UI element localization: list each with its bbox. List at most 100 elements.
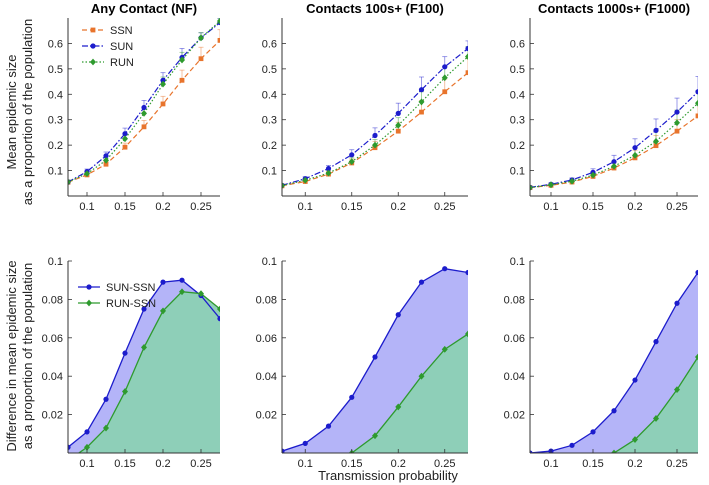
point-sun [141,104,147,111]
x-tick-label: 0.25 [190,458,211,470]
x-tick-label: 0.25 [434,201,455,213]
point-sun [349,152,355,158]
point-sun-ssn [122,350,128,356]
point-sun-ssn [442,266,448,272]
point-sun-ssn [302,440,308,446]
x-tick-label: 0.1 [543,458,558,470]
point-sun-ssn [325,423,332,429]
x-tick-label: 0.15 [114,201,135,213]
point-run-ssn [418,372,425,380]
x-tick-label: 0.25 [666,201,687,213]
panel-contacts-100-difference: 0.1 0.15 0.2 0.25 0.02 0.04 0.06 0.08 0.1 [256,256,468,470]
area-fill-run-ssn [530,357,698,453]
point-run [441,74,448,82]
point-run-ssn [611,449,617,453]
point-run [530,184,533,192]
series-line-run [68,20,220,183]
point-run [198,34,204,42]
plot-area [530,269,698,453]
panel-any-contact-difference: 0.1 0.15 0.2 0.25 0.02 0.04 0.06 0.08 0.1 SUN-SSN… [42,256,220,470]
y-tick-label: 0.02 [42,410,63,422]
point-run [569,177,575,185]
point-run [141,109,147,117]
y-tick-label: 0.04 [256,371,277,383]
plot-area [68,18,220,186]
point-run [217,18,220,25]
series-line-ssn [68,39,220,183]
panel-title: Any Contact (NF) [91,1,197,16]
point-run [395,121,402,129]
legend: SUN-SSN RUN-SSN [78,282,156,310]
legend-marker-run [90,58,96,66]
point-sun [465,45,468,52]
x-tick-label: 0.1 [298,458,313,470]
point-sun-ssn [84,429,90,435]
point-sun-ssn [160,279,166,285]
point-run [325,169,332,177]
point-sun [395,110,401,116]
series-line-run [282,56,468,187]
point-sun [122,131,128,137]
plot-area [68,277,220,453]
point-run-ssn [465,330,468,338]
x-tick-label: 0.1 [543,201,558,213]
point-sun-ssn [465,269,468,276]
point-ssn [695,113,698,119]
x-tick-label: 0.2 [627,458,642,470]
x-tick-label: 0.15 [341,201,362,213]
plot-area [530,76,698,192]
x-tick-label: 0.15 [341,458,362,470]
point-run-ssn [441,345,448,353]
point-sun-ssn [418,279,425,285]
y-tick-label: 0.1 [510,166,525,178]
point-run [590,171,596,179]
x-tick-label: 0.25 [434,458,455,470]
series-line-run [530,102,698,189]
point-run-ssn [179,288,185,296]
point-run-ssn [217,305,220,313]
y-tick-label: 0.2 [48,140,63,152]
point-run [84,170,90,178]
panel-title: Contacts 1000s+ (F1000) [538,1,690,16]
y-tick-label: 0.5 [262,64,277,76]
y-tick-label: 0.1 [262,256,277,268]
point-run [160,80,166,88]
y-tick-label: 0.5 [48,64,63,76]
point-sun [372,132,378,139]
y-tick-label: 0.1 [48,256,63,268]
point-sun-ssn [103,396,109,402]
area-fill-run-ssn [282,333,468,453]
point-sun [103,153,109,159]
legend-marker-run-ssn [86,299,92,307]
point-sun [611,159,617,165]
legend-label-ssn: SSN [110,25,133,37]
point-run [674,119,680,127]
legend-label-sun: SUN [110,41,133,53]
legend-marker-sun-ssn [86,284,92,290]
point-ssn [103,161,109,167]
point-run [302,176,309,184]
top-ylabel-line1: Mean epidemic size [4,55,19,170]
x-tick-label: 0.15 [114,458,135,470]
point-run-ssn [674,386,680,394]
point-sun-ssn [141,306,147,312]
point-sun-ssn [695,269,698,276]
point-ssn [160,101,166,107]
point-sun-ssn [395,312,401,318]
x-tick-label: 0.2 [391,458,406,470]
point-run [611,162,617,170]
point-ssn [442,89,448,95]
panel-contacts-100-mean: Contacts 100s+ (F100) 0.1 0.15 0.2 0.25 0.1 0.… [262,1,468,213]
point-run [418,98,425,106]
panel-title: Contacts 100s+ (F100) [306,1,444,16]
x-tick-label: 0.25 [666,458,687,470]
point-sun-ssn [282,448,285,453]
area-fill-run-ssn [68,291,220,453]
point-ssn [465,70,468,76]
x-tick-label: 0.15 [582,458,603,470]
y-tick-label: 0.4 [48,89,63,101]
y-tick-label: 0.08 [256,294,277,306]
legend-marker-sun [90,43,96,49]
point-sun-ssn [349,394,355,400]
